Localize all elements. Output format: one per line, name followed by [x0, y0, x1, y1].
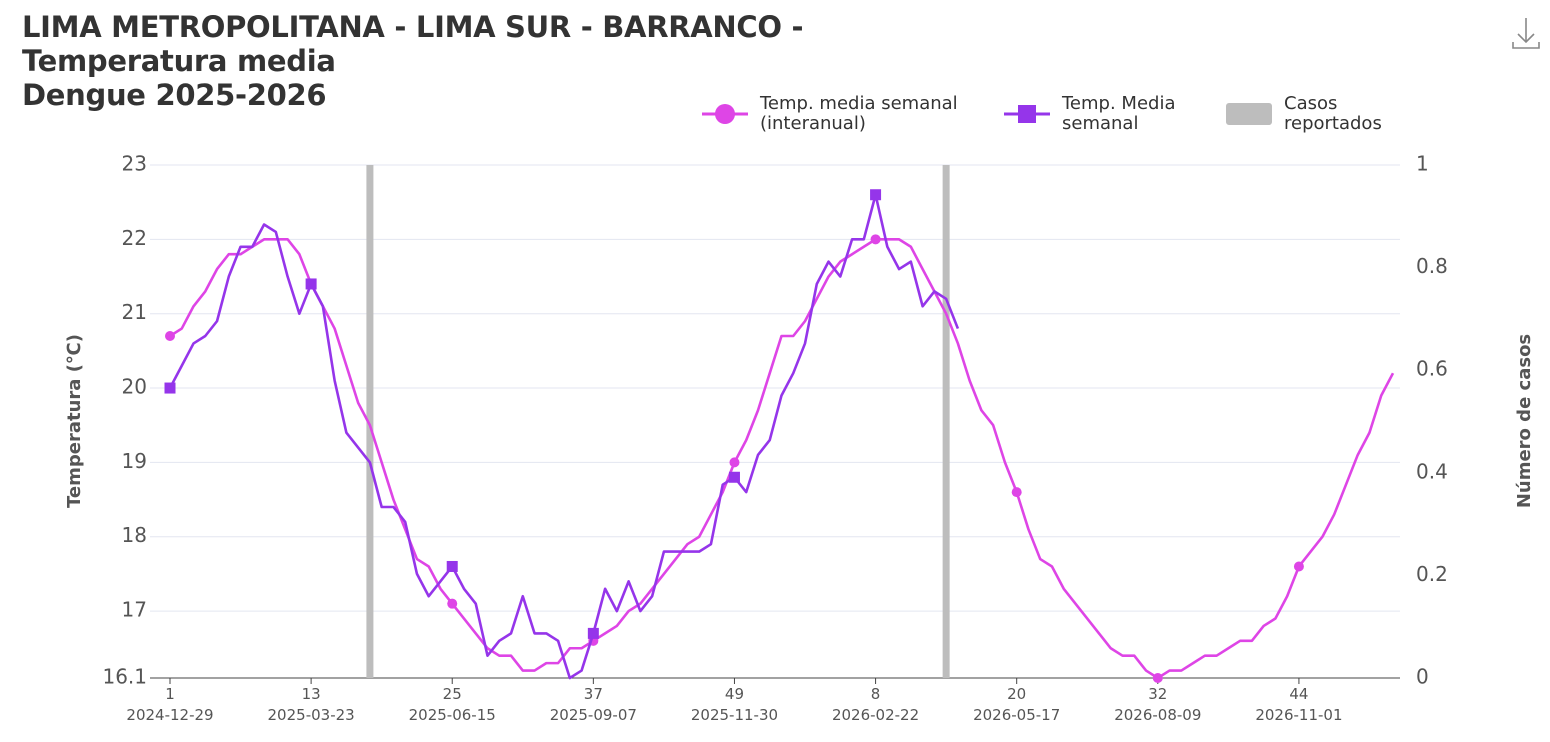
x-tick-label: 20: [1007, 685, 1026, 703]
series-marker: [728, 471, 740, 483]
x-tick-label: 8: [871, 685, 881, 703]
y2-tick-label: 0.2: [1416, 562, 1448, 586]
y-tick-label: 16.1: [102, 665, 147, 689]
x-tick-date: 2026-05-17: [973, 706, 1060, 724]
x-tick-date: 2025-06-15: [409, 706, 496, 724]
series-marker: [1293, 561, 1304, 572]
series-marker: [165, 331, 175, 341]
legend-item[interactable]: Casos reportados: [1224, 94, 1424, 134]
series-line: [169, 238, 1395, 680]
x-tick-date: 2026-08-09: [1114, 706, 1201, 724]
x-tick-label: 49: [725, 685, 744, 703]
y-axis-label: Temperatura (℃): [64, 334, 85, 508]
x-tick-date: 2025-03-23: [268, 706, 355, 724]
case-bar: [942, 165, 950, 678]
series-marker: [729, 457, 740, 468]
y-tick-label: 17: [122, 598, 147, 622]
x-tick-label: 25: [443, 685, 462, 703]
series-marker: [870, 189, 882, 201]
series-line: [168, 193, 960, 680]
series-marker: [1152, 673, 1163, 683]
series-marker: [305, 278, 317, 290]
series-marker: [164, 382, 176, 394]
x-tick-label: 44: [1289, 685, 1308, 703]
x-tick-label: 37: [584, 685, 603, 703]
legend-item[interactable]: Temp. media semanal (interanual): [700, 94, 980, 134]
y-tick-label: 19: [122, 449, 147, 473]
series-marker: [587, 627, 599, 639]
series-marker: [1011, 487, 1022, 498]
y-tick-label: 20: [122, 375, 147, 399]
download-button[interactable]: [1512, 18, 1540, 49]
legend: Temp. media semanal (interanual) Temp. Me…: [700, 94, 1424, 134]
legend-swatch: [1226, 103, 1272, 125]
y-tick-label: 22: [122, 226, 147, 250]
y2-tick-label: 0: [1416, 665, 1429, 689]
legend-swatch: [1004, 105, 1050, 123]
chart-title: LIMA METROPOLITANA - LIMA SUR - BARRANCO…: [22, 10, 804, 112]
y2-tick-label: 0.4: [1416, 459, 1448, 483]
legend-label: Temp. Media semanal: [1062, 93, 1176, 134]
series-marker: [447, 598, 458, 609]
y2-tick-label: 0.8: [1416, 254, 1448, 278]
y2-axis-label: Número de casos: [1514, 334, 1535, 508]
y-tick-label: 23: [122, 152, 147, 176]
x-tick-date: 2025-09-07: [550, 706, 637, 724]
x-tick-date: 2026-02-22: [832, 706, 919, 724]
y-tick-label: 18: [122, 523, 147, 547]
x-tick-label: 13: [302, 685, 321, 703]
series-marker: [446, 560, 458, 572]
y2-tick-label: 0.6: [1416, 357, 1448, 381]
legend-label: Temp. media semanal (interanual): [760, 93, 958, 134]
legend-label: Casos reportados: [1284, 93, 1382, 134]
x-tick-date: 2025-11-30: [691, 706, 778, 724]
x-tick-date: 2024-12-29: [126, 706, 213, 724]
case-bar: [366, 165, 374, 678]
y-tick-label: 21: [122, 300, 147, 324]
legend-item[interactable]: Temp. Media semanal: [1002, 94, 1202, 134]
legend-swatch: [702, 104, 748, 124]
y2-tick-label: 1: [1416, 152, 1429, 176]
series-marker: [870, 234, 881, 245]
x-tick-date: 2026-11-01: [1255, 706, 1342, 724]
x-tick-label: 32: [1148, 685, 1167, 703]
x-tick-label: 1: [165, 685, 175, 703]
